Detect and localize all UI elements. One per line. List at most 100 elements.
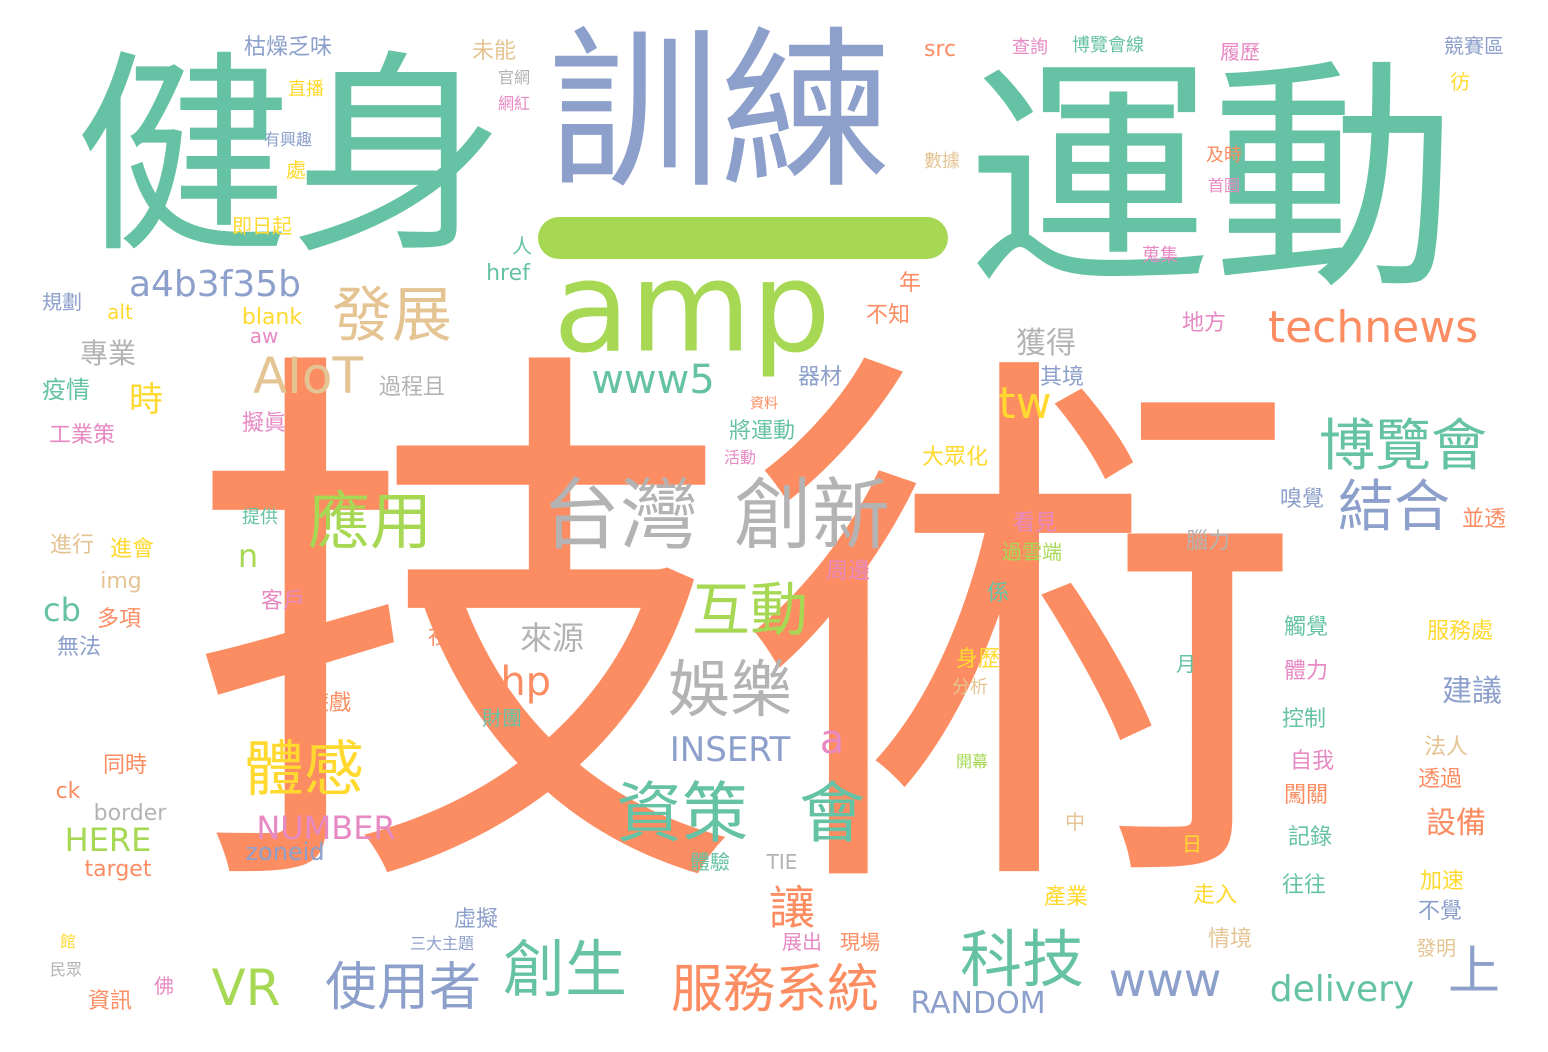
word-zhoubian: 周邊 <box>825 559 871 584</box>
word-zoneid: zoneid <box>245 838 325 866</box>
word-shoutu: 首圖 <box>1207 176 1241 195</box>
word-zixun: 資訊 <box>87 989 133 1014</box>
word-hui: 會 <box>799 775 865 852</box>
word-faren: 法人 <box>1423 735 1469 760</box>
word-faming: 發明 <box>1416 936 1456 960</box>
word-here: HERE <box>64 821 152 859</box>
word-shi: 時 <box>129 380 163 420</box>
word-blank: blank <box>241 305 303 330</box>
word-ri: 日 <box>1182 832 1202 856</box>
word-tili: 體力 <box>1283 659 1329 684</box>
word-chuangguan: 闖關 <box>1283 783 1329 808</box>
word-tiyan: 體驗 <box>690 850 730 874</box>
word-kuzaofawei: 枯燥乏味 <box>243 35 333 60</box>
word-difang: 地方 <box>1181 311 1227 336</box>
word-tie: TIE <box>766 850 798 874</box>
word-chanye: 產業 <box>1043 885 1089 910</box>
word-guoyunduan: 過雲端 <box>1002 540 1062 564</box>
word-jishu: 技術 <box>185 309 1305 961</box>
word-wufa: 無法 <box>56 635 102 660</box>
word-rang: 讓 <box>769 881 815 935</box>
word-ck: ck <box>55 779 81 804</box>
word-kaimu: 開幕 <box>955 752 989 771</box>
word-zhuanye: 專業 <box>79 337 137 370</box>
word-lvli: 履歷 <box>1220 40 1260 64</box>
word-bolanhui: 博覽會 <box>1319 414 1487 479</box>
word-fo: 佛 <box>154 974 174 998</box>
word-shang: 上 <box>1447 942 1501 1002</box>
word-xiujue: 嗅覺 <box>1279 487 1325 512</box>
word-guihua: 規劃 <box>42 290 82 314</box>
word-taiwan: 台灣 <box>541 471 699 561</box>
word-tigong: 提供 <box>242 507 278 528</box>
word-sandazhuti: 三大主題 <box>409 934 475 953</box>
word-nian: 年 <box>898 271 922 296</box>
word-buzhi: 不知 <box>865 303 911 328</box>
word-guochengqie: 過程且 <box>378 375 446 400</box>
word-caituan: 財團 <box>482 706 522 730</box>
word-tigan: 體感 <box>244 735 364 805</box>
word-fenxi: 分析 <box>952 677 988 698</box>
word-number: NUMBER <box>256 809 396 847</box>
word-jilu: 記錄 <box>1287 825 1333 850</box>
word-delivery: delivery <box>1269 969 1415 1010</box>
word-bolanhuixian: 博覽會線 <box>1072 35 1144 56</box>
word-fang: 彷 <box>1450 70 1470 94</box>
word-minzhong: 民眾 <box>49 960 83 979</box>
word-guan: 館 <box>59 932 77 951</box>
word-technews: technews <box>1267 302 1479 353</box>
word-vr: VR <box>211 959 281 1017</box>
word-src: src <box>923 37 957 62</box>
word-fazhan: 發展 <box>332 281 452 351</box>
word-cb: cb <box>43 591 81 629</box>
word-duoxiang: 多項 <box>96 607 142 632</box>
word-jinxing: 進行 <box>49 533 95 558</box>
word-chuangsheng: 創生 <box>502 933 628 1006</box>
word-qingjing: 情境 <box>1207 927 1253 952</box>
word-yundong: 運動 <box>967 37 1457 323</box>
word-wanghong: 網紅 <box>497 94 531 113</box>
word-a: a <box>819 717 845 763</box>
word-dazhonghua: 大眾化 <box>921 445 989 470</box>
word-yingyong: 應用 <box>307 485 433 558</box>
word-zhibo: 直播 <box>288 79 324 100</box>
word-php: php <box>474 659 552 705</box>
word-shebei: 設備 <box>1426 806 1486 841</box>
word-alt: alt <box>107 300 133 324</box>
word-hudong: 互動 <box>691 576 809 644</box>
word-bingtou: 並透 <box>1461 507 1507 532</box>
word-kehu: 客戶 <box>260 589 306 614</box>
word-keji: 科技 <box>959 923 1085 996</box>
dash-glyph <box>538 217 948 259</box>
word-chaxun: 查詢 <box>1012 37 1048 58</box>
word-laiyuan: 來源 <box>519 619 585 657</box>
word-wangwang: 往往 <box>1281 873 1327 898</box>
word-yiqing: 疫情 <box>42 376 90 404</box>
word-href: href <box>486 261 530 286</box>
word-wanyouxi: 玩遊戲 <box>284 691 352 716</box>
word-xunlian: 訓練 <box>548 11 892 212</box>
word-target: target <box>84 857 152 882</box>
word-random: RANDOM <box>910 986 1046 1021</box>
word-n: n <box>237 537 259 575</box>
word-www: www <box>1108 953 1222 1007</box>
word-naoli: 腦力 <box>1185 529 1231 554</box>
word-yue: 月 <box>1176 652 1196 676</box>
word-zouru: 走入 <box>1192 883 1238 908</box>
word-jianshen: 健身 <box>75 31 505 283</box>
word-shiyongzhe: 使用者 <box>324 958 482 1018</box>
word-jianyi: 建議 <box>1442 674 1502 709</box>
word-gongyece: 工業策 <box>48 423 116 448</box>
word-zhong: 中 <box>1065 810 1085 834</box>
word-chujue: 觸覺 <box>1283 615 1329 640</box>
word-jiriqi: 即日起 <box>232 214 292 238</box>
word-qijing: 其境 <box>1039 365 1085 390</box>
word-fuwuxitong: 服務系統 <box>670 960 880 1020</box>
word-yule: 娛樂 <box>667 653 793 726</box>
word-guanwang: 官網 <box>497 68 531 87</box>
word-kanjian: 看見 <box>1012 511 1058 536</box>
word-ziliao: 資料 <box>750 396 778 412</box>
word-ziwo: 自我 <box>1289 749 1335 774</box>
word-border: border <box>93 801 167 826</box>
